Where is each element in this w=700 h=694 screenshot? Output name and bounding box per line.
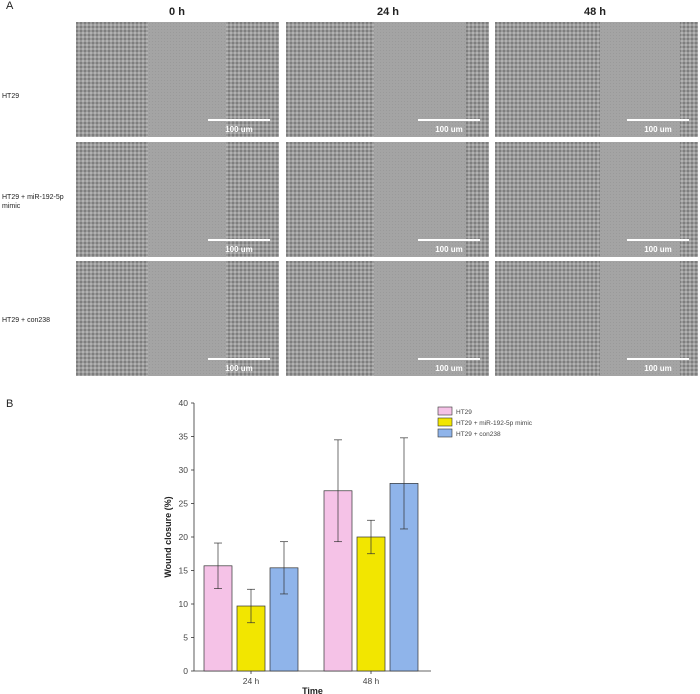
scale-bar	[208, 239, 270, 241]
scale-bar	[418, 119, 480, 121]
y-tick-label: 10	[179, 599, 189, 609]
y-tick-label: 15	[179, 566, 189, 576]
micrograph-con238-0h: 100 um	[76, 261, 279, 376]
y-tick-label: 0	[183, 666, 188, 676]
column-header-48h: 48 h	[583, 6, 606, 18]
scale-bar	[627, 119, 689, 121]
micrograph-ht29-0h: 100 um	[76, 22, 279, 137]
scale-bar-label: 100 um	[225, 125, 253, 134]
micrograph-mimic-48h: 100 um	[495, 142, 698, 257]
scale-bar-label: 100 um	[644, 245, 672, 254]
legend-label: HT29 + con238	[456, 431, 501, 438]
micrograph-ht29-48h: 100 um	[495, 22, 698, 137]
scale-bar-label: 100 um	[644, 125, 672, 134]
panel-b-letter: B	[6, 398, 14, 410]
legend-label: HT29 + miR-192-5p mimic	[456, 420, 533, 427]
y-tick-label: 25	[179, 499, 189, 509]
column-header-0h: 0 h	[169, 6, 185, 18]
wound-closure-chart: 0 5 10 15 20 25 30 35 40 24 h 48 h Time Wound closur…	[163, 398, 533, 694]
y-axis-label: Wound closure (%)	[163, 496, 173, 577]
micrograph-mimic-0h: 100 um	[76, 142, 279, 257]
legend-swatch	[437, 417, 453, 427]
y-tick-label: 35	[179, 432, 189, 442]
legend-swatch	[437, 406, 453, 416]
x-tick-label: 24 h	[243, 676, 260, 686]
scale-bar	[418, 239, 480, 241]
scale-bar	[208, 119, 270, 121]
scale-bar-label: 100 um	[435, 125, 463, 134]
row-label-ht29: HT29	[2, 93, 20, 100]
scale-bar-label: 100 um	[225, 245, 253, 254]
legend-swatch	[437, 428, 453, 438]
micrograph-mimic-24h: 100 um	[286, 142, 489, 257]
y-tick-label: 20	[179, 532, 189, 542]
bar	[356, 536, 386, 672]
scale-bar	[418, 358, 480, 360]
micrograph-con238-24h: 100 um	[286, 261, 489, 376]
scale-bar	[627, 239, 689, 241]
row-label-con238: HT29 + con238	[2, 317, 51, 324]
scale-bar-label: 100 um	[435, 364, 463, 373]
scale-bar	[208, 358, 270, 360]
y-tick-label: 5	[183, 633, 188, 643]
micrograph-con238-48h: 100 um	[495, 261, 698, 376]
panel-a-letter: A	[6, 0, 14, 12]
scale-bar-label: 100 um	[225, 364, 253, 373]
scale-bar-label: 100 um	[435, 245, 463, 254]
y-tick-label: 30	[179, 465, 189, 475]
x-tick-label: 48 h	[363, 676, 380, 686]
column-header-24h: 24 h	[376, 6, 399, 18]
scale-bar	[627, 358, 689, 360]
y-tick-label: 40	[179, 398, 189, 408]
scale-bar-label: 100 um	[644, 364, 672, 373]
row-label-mimic: HT29 + miR-192-5p mimic	[2, 194, 64, 210]
x-axis-label: Time	[302, 686, 323, 694]
legend-label: HT29	[456, 409, 472, 416]
micrograph-ht29-24h: 100 um	[286, 22, 489, 137]
